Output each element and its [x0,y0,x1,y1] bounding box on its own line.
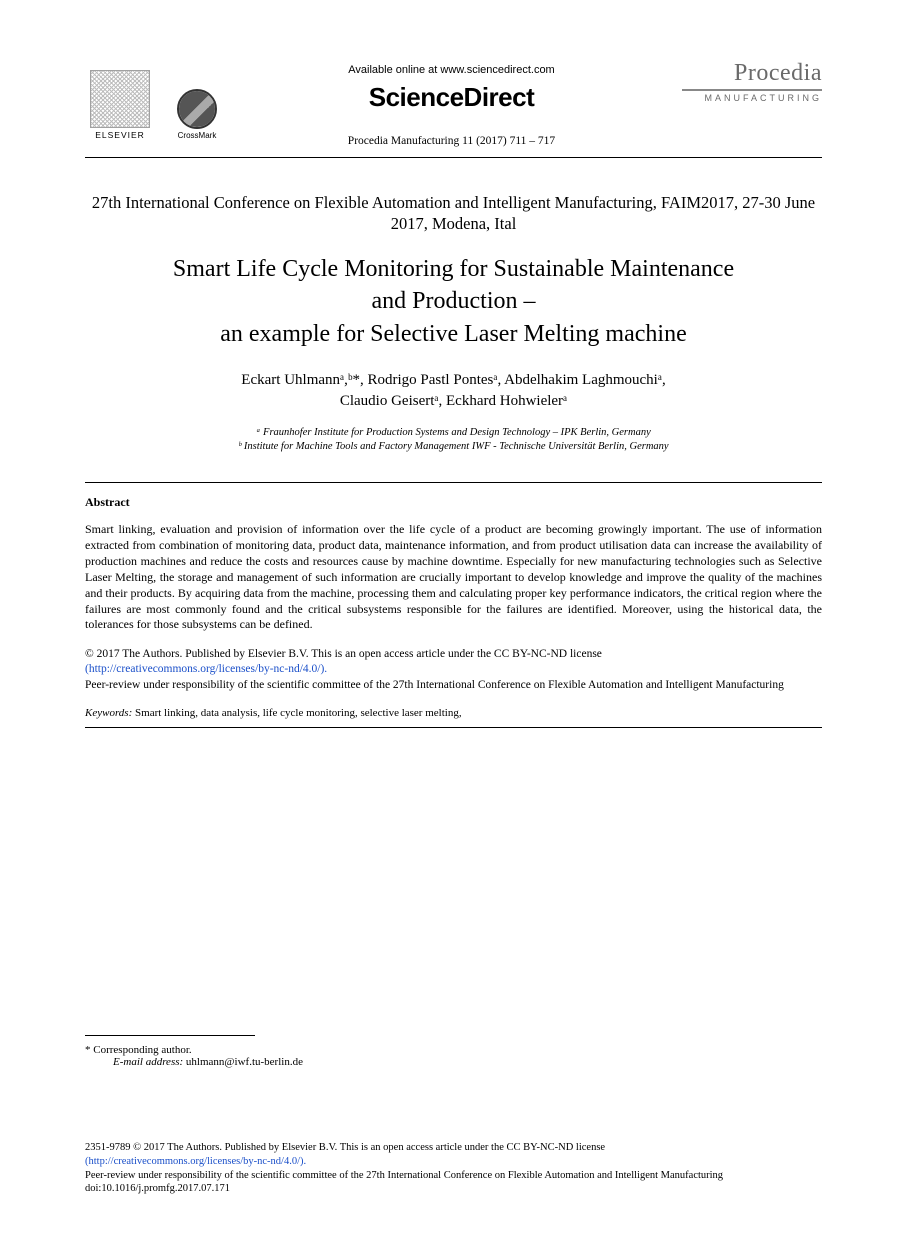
crossmark-label: CrossMark [178,131,217,140]
header-rule [85,157,822,158]
email-value: uhlmann@iwf.tu-berlin.de [183,1056,303,1068]
authors-line-1: Eckart Uhlmannᵃ,ᵇ*, Rodrigo Pastl Pontes… [241,372,665,388]
affiliations: ᵃ Fraunhofer Institute for Production Sy… [85,426,822,454]
abstract-body: Smart linking, evaluation and provision … [85,522,822,633]
license-line-1: © 2017 The Authors. Published by Elsevie… [85,648,602,660]
peer-review-text: Peer-review under responsibility of the … [85,679,784,691]
footer-doi: doi:10.1016/j.promfg.2017.07.171 [85,1183,230,1194]
conference-info: 27th International Conference on Flexibl… [85,192,822,235]
license-block: © 2017 The Authors. Published by Elsevie… [85,647,822,693]
journal-citation: Procedia Manufacturing 11 (2017) 711 – 7… [221,135,682,147]
affiliation-a: ᵃ Fraunhofer Institute for Production Sy… [256,427,651,438]
elsevier-logo: ELSEVIER [85,60,155,140]
title-line-3: an example for Selective Laser Melting m… [220,321,686,347]
authors-line-2: Claudio Geisertᵃ, Eckhard Hohwielerᵃ [340,393,567,409]
paper-title: Smart Life Cycle Monitoring for Sustaina… [85,253,822,350]
corresponding-author-block: * Corresponding author. E-mail address: … [85,1035,822,1068]
available-online-text: Available online at www.sciencedirect.co… [221,64,682,76]
title-line-2: and Production – [372,288,536,314]
center-header: Available online at www.sciencedirect.co… [221,60,682,147]
footer-issn-line: 2351-9789 © 2017 The Authors. Published … [85,1142,605,1153]
footer-peer-review: Peer-review under responsibility of the … [85,1170,723,1181]
procedia-text: Procedia [682,60,822,87]
title-line-1: Smart Life Cycle Monitoring for Sustaina… [173,256,734,282]
abstract-top-rule [85,482,822,483]
authors: Eckart Uhlmannᵃ,ᵇ*, Rodrigo Pastl Pontes… [85,370,822,412]
elsevier-label: ELSEVIER [95,130,145,140]
crossmark-icon [177,89,217,129]
header-row: ELSEVIER CrossMark Available online at w… [85,60,822,147]
crossmark-logo[interactable]: CrossMark [173,89,221,140]
procedia-logo: Procedia MANUFACTURING [682,60,822,103]
affiliation-b: ᵇ Institute for Machine Tools and Factor… [238,441,668,452]
procedia-subtitle: MANUFACTURING [682,89,822,103]
keywords-bottom-rule [85,727,822,728]
keywords-line: Keywords: Smart linking, data analysis, … [85,707,822,719]
keywords-label: Keywords: [85,707,132,719]
corresponding-label: * Corresponding author. [85,1044,822,1056]
elsevier-tree-icon [90,70,150,128]
license-link[interactable]: (http://creativecommons.org/licenses/by-… [85,663,327,675]
left-logos: ELSEVIER CrossMark [85,60,221,140]
abstract-heading: Abstract [85,495,822,510]
footer-license-link[interactable]: (http://creativecommons.org/licenses/by-… [85,1156,306,1167]
email-label: E-mail address: [113,1056,183,1068]
corresponding-rule [85,1035,255,1036]
footer-block: 2351-9789 © 2017 The Authors. Published … [85,1141,822,1196]
keywords-text: Smart linking, data analysis, life cycle… [132,707,461,719]
sciencedirect-logo-text: ScienceDirect [221,82,682,113]
